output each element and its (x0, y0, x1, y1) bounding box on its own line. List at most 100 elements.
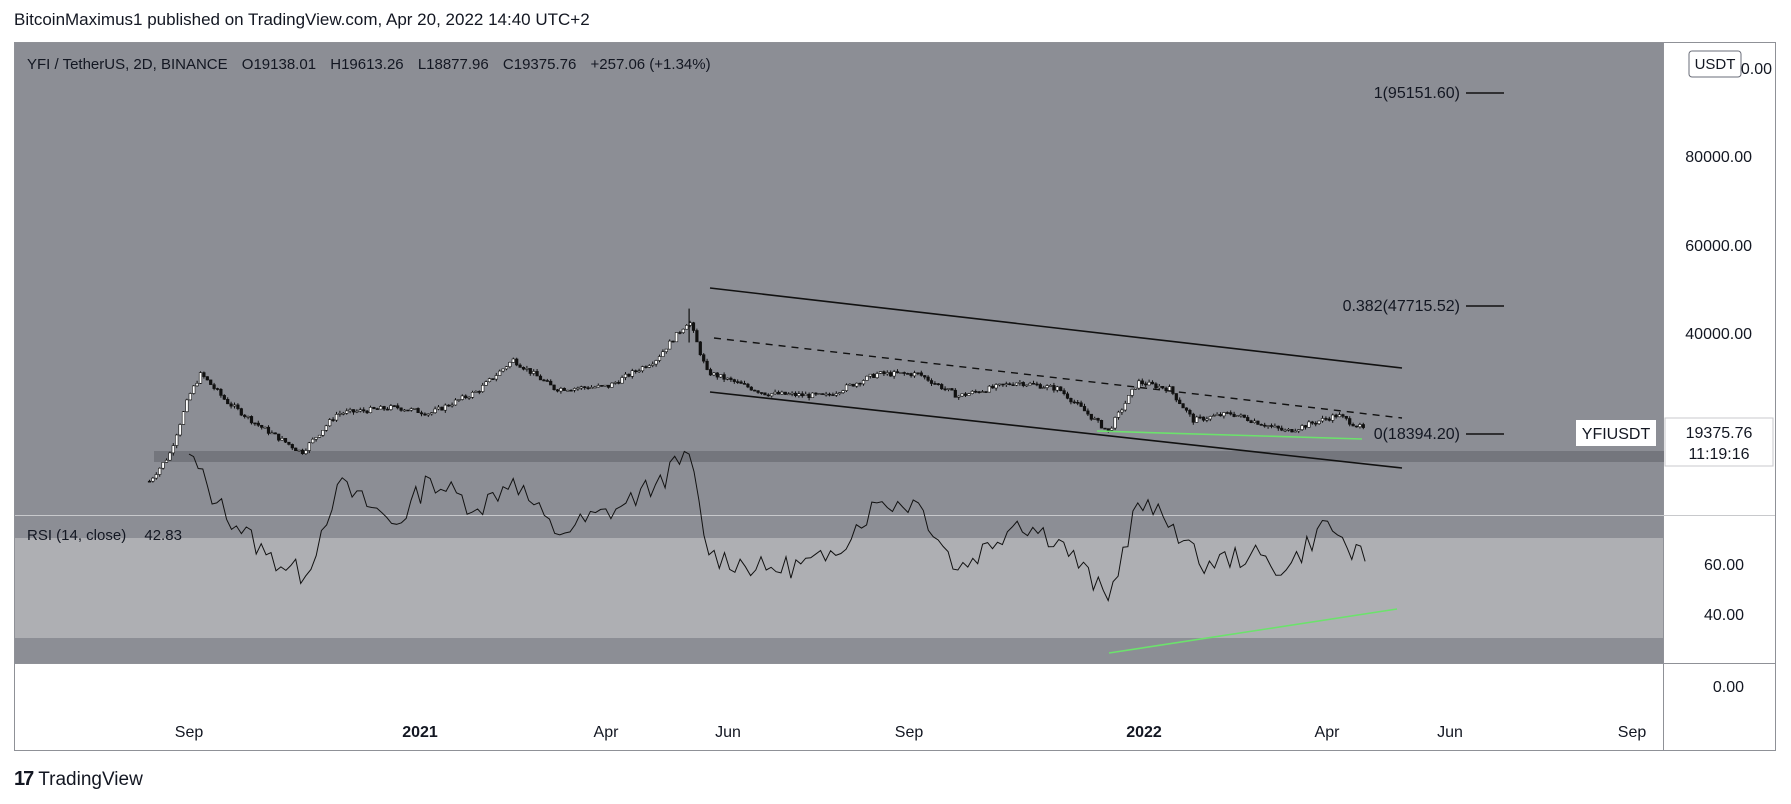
candle-down (895, 371, 900, 374)
candle-up (1093, 418, 1097, 420)
candle-up (379, 406, 383, 410)
candle-up (620, 377, 624, 384)
candle-down (722, 374, 726, 380)
candle-down (1038, 384, 1042, 389)
candle-up (773, 391, 777, 395)
tradingview-logo-icon[interactable]: 17 (14, 768, 34, 790)
candle-down (1144, 383, 1148, 386)
candle-down (766, 394, 770, 397)
candle-up (712, 372, 716, 376)
candle-up (1120, 409, 1124, 413)
candle-down (902, 372, 906, 374)
candle-up (151, 477, 155, 482)
candle-down (929, 380, 934, 384)
candle-up (1045, 385, 1049, 388)
fib-levels[interactable]: 1(95151.60) 0.382(47715.52) 0(18394.20) (1343, 85, 1504, 443)
candle-up (1252, 420, 1257, 424)
price-pane[interactable] (15, 43, 1663, 515)
candle-up (161, 462, 165, 469)
candle-up (470, 391, 475, 398)
candle-down (382, 406, 386, 410)
candle-down (991, 385, 995, 389)
candle-down (375, 408, 379, 410)
candle-up (311, 438, 315, 444)
candle-up (967, 393, 971, 396)
descending-channel[interactable] (709, 287, 1403, 469)
candle-up (297, 449, 301, 452)
candle-up (1123, 403, 1127, 411)
candle-down (362, 409, 366, 412)
time-axis[interactable] (15, 664, 1774, 750)
candle-down (287, 441, 291, 445)
last-price-tag[interactable]: YFIUSDT 19375.76 11:19:16 (1576, 417, 1774, 467)
candle-up (532, 371, 536, 374)
candle-down (406, 409, 410, 412)
candle-up (498, 370, 502, 376)
candle-up (171, 445, 175, 454)
candle-down (1008, 383, 1012, 386)
candle-down (926, 376, 930, 381)
candle-down (528, 368, 532, 374)
candle-down (1052, 385, 1056, 391)
candle-up (1147, 381, 1151, 386)
candle-down (249, 416, 254, 424)
candle-down (542, 379, 546, 382)
candle-up (572, 388, 577, 391)
candle-up (389, 405, 393, 410)
candle-up (338, 413, 342, 415)
candle-up (780, 391, 784, 395)
chart-canvas[interactable]: 1(95151.60) 0.382(47715.52) 0(18394.20) … (14, 42, 1776, 751)
candle-down (419, 412, 424, 415)
candle-down (644, 366, 648, 368)
candle-up (610, 382, 614, 388)
candle-down (1351, 423, 1355, 427)
price-tick-80000: 80000.00 (1685, 149, 1752, 166)
candle-down (715, 372, 719, 378)
candle-down (1249, 420, 1253, 424)
tradingview-brand[interactable]: TradingView (38, 768, 143, 790)
candle-up (345, 410, 349, 414)
candle-up (834, 393, 838, 396)
rsi-legend: RSI (14, close) 42.83 (27, 527, 182, 544)
candle-up (787, 393, 791, 396)
channel-lower-line[interactable] (709, 391, 1403, 469)
candle-up (1004, 383, 1008, 386)
candle-up (878, 371, 883, 374)
price-tag-countdown: 11:19:16 (1688, 446, 1749, 463)
candle-down (1310, 421, 1314, 424)
candle-up (436, 406, 441, 410)
green-support-line[interactable] (1096, 430, 1363, 440)
candle-up (1222, 412, 1226, 417)
candle-up (1358, 424, 1362, 428)
currency-badge[interactable] (1688, 50, 1742, 78)
support-zone[interactable] (154, 451, 1664, 462)
candle-up (1025, 384, 1029, 387)
candle-up (1205, 418, 1209, 421)
price-scale[interactable] (1664, 43, 1774, 663)
candle-down (552, 384, 556, 390)
candle-down (1348, 418, 1352, 425)
channel-upper-line[interactable] (709, 287, 1403, 369)
candle-down (1178, 399, 1182, 405)
candle-up (1137, 380, 1141, 389)
rsi-green-trendline[interactable] (1108, 608, 1398, 654)
candle-up (946, 388, 951, 390)
candle-down (1161, 385, 1165, 389)
candle-down (491, 378, 495, 380)
channel-midline[interactable] (713, 337, 1403, 419)
candle-down (708, 369, 713, 376)
candle-down (617, 382, 621, 384)
candle-up (647, 365, 651, 368)
rsi-tick-0: 0.00 (1713, 679, 1744, 696)
candle-down (1269, 425, 1274, 427)
candle-up (603, 384, 607, 387)
candle-down (974, 390, 978, 393)
candle-up (154, 474, 158, 479)
candle-up (1127, 395, 1131, 404)
candle-down (1354, 425, 1359, 428)
candle-up (566, 389, 570, 392)
rsi-line (188, 450, 1366, 602)
chart-frame[interactable]: 1(95151.60) 0.382(47715.52) 0(18394.20) … (14, 42, 1776, 751)
candle-down (882, 371, 886, 375)
candle-down (538, 375, 543, 381)
